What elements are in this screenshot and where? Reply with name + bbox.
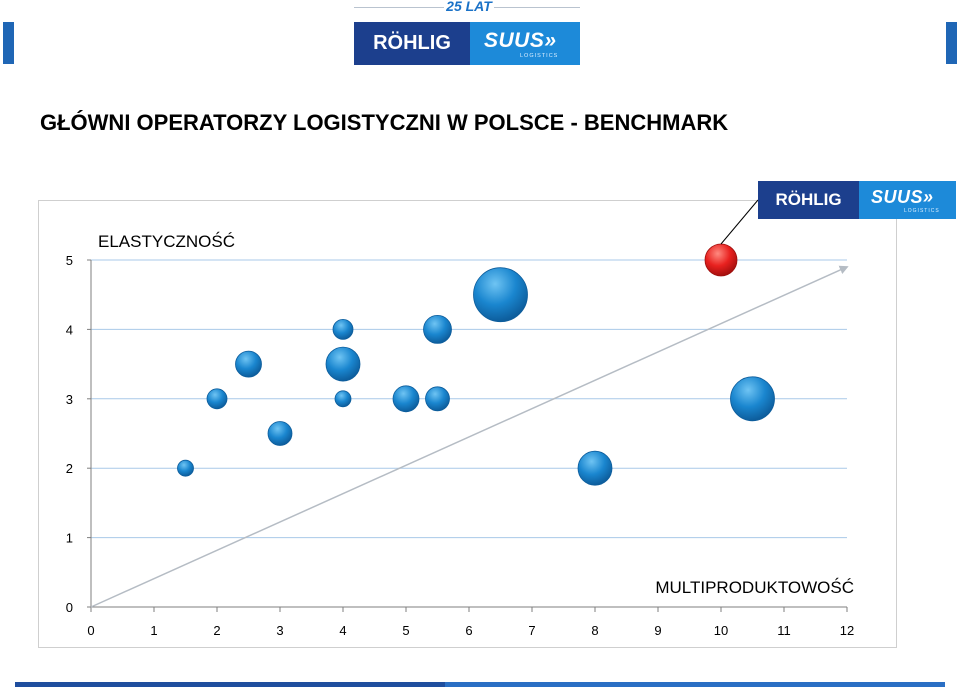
chart-frame bbox=[38, 200, 897, 648]
y-tick-label: 5 bbox=[66, 253, 73, 268]
x-tick-label: 11 bbox=[777, 623, 791, 638]
x-tick-label: 2 bbox=[213, 623, 220, 638]
data-bubble bbox=[325, 346, 361, 382]
footer-rule-accent bbox=[445, 682, 945, 687]
x-tick-label: 10 bbox=[714, 623, 728, 638]
y-tick-label: 3 bbox=[66, 392, 73, 407]
left-accent-bar bbox=[3, 22, 14, 64]
x-tick-label: 0 bbox=[87, 623, 94, 638]
x-tick-label: 12 bbox=[840, 623, 854, 638]
x-tick-label: 5 bbox=[402, 623, 409, 638]
data-bubble bbox=[206, 388, 228, 410]
suus-logo: SUUS» LOGISTICS bbox=[470, 22, 580, 65]
chart-rohlig-logo: RÖHLIG bbox=[758, 181, 859, 219]
data-bubble bbox=[577, 450, 613, 486]
data-bubble bbox=[177, 459, 194, 477]
anniversary-rule-right bbox=[494, 7, 580, 8]
data-bubble bbox=[235, 350, 262, 378]
x-axis-title: MULTIPRODUKTOWOŚĆ bbox=[655, 578, 854, 597]
data-bubble bbox=[473, 267, 528, 323]
x-tick-label: 6 bbox=[465, 623, 472, 638]
data-bubble bbox=[332, 318, 354, 340]
data-bubble bbox=[730, 376, 775, 422]
chart-logo: RÖHLIG SUUS» LOGISTICS bbox=[758, 181, 956, 219]
y-axis-title: ELASTYCZNOŚĆ bbox=[98, 232, 235, 251]
y-tick-label: 2 bbox=[66, 461, 73, 476]
x-tick-label: 9 bbox=[654, 623, 661, 638]
page-title: GŁÓWNI OPERATORZY LOGISTYCZNI W POLSCE -… bbox=[40, 110, 729, 135]
x-tick-label: 1 bbox=[150, 623, 157, 638]
data-bubble bbox=[334, 390, 352, 408]
suus-logo-word: SUUS» bbox=[484, 29, 557, 52]
highlight-bubble bbox=[704, 243, 738, 277]
rohlig-logo: RÖHLIG bbox=[354, 22, 470, 65]
data-bubble bbox=[392, 385, 420, 413]
y-tick-label: 1 bbox=[66, 531, 73, 546]
chart-suus-logo: SUUS» LOGISTICS bbox=[859, 181, 956, 219]
x-tick-label: 3 bbox=[276, 623, 283, 638]
x-tick-label: 4 bbox=[339, 623, 346, 638]
suus-logo-sub: LOGISTICS bbox=[520, 53, 559, 59]
data-bubble bbox=[425, 386, 450, 412]
trend-arrow bbox=[90, 265, 849, 608]
chart-suus-logo-word: SUUS» bbox=[871, 187, 934, 207]
x-tick-label: 8 bbox=[591, 623, 598, 638]
data-bubble bbox=[423, 314, 452, 344]
data-bubble bbox=[267, 421, 293, 446]
callout-line bbox=[720, 199, 759, 245]
y-tick-label: 0 bbox=[66, 600, 73, 615]
y-tick-label: 4 bbox=[66, 322, 73, 337]
anniversary-rule-left bbox=[354, 7, 444, 8]
chart-suus-logo-sub: LOGISTICS bbox=[904, 208, 940, 214]
right-accent-bar bbox=[946, 22, 957, 64]
anniversary-label: 25 LAT bbox=[446, 0, 492, 14]
header-logo: 25 LAT RÖHLIG SUUS» LOGISTICS bbox=[354, 0, 580, 66]
x-tick-label: 7 bbox=[528, 623, 535, 638]
